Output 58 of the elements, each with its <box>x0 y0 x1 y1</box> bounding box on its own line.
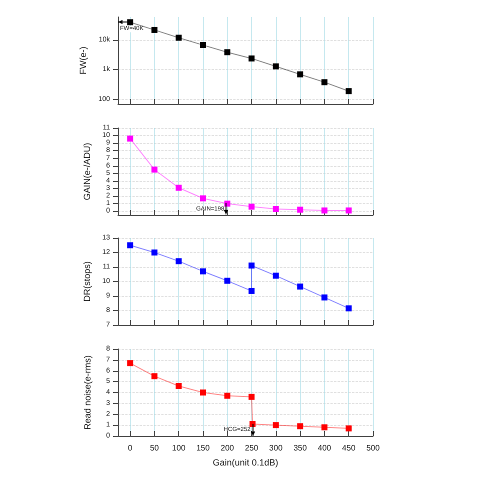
point <box>346 206 352 213</box>
x-tick-label: 150 <box>196 443 210 452</box>
x-tick-label: 300 <box>269 443 284 452</box>
point <box>176 382 182 388</box>
x-tick-label: 500 <box>366 443 380 452</box>
point <box>248 288 255 294</box>
x-tick-label: 50 <box>150 443 160 452</box>
point <box>272 272 279 279</box>
point <box>151 250 158 256</box>
point <box>151 26 158 33</box>
point <box>272 205 279 212</box>
y-axis-title: GAIN(e-/ADU) <box>82 142 92 200</box>
y-axis-title: DR(stops) <box>82 261 92 302</box>
y-axis-title: FW(e-) <box>78 46 88 74</box>
y-axis-title: Read noise(e-rms) <box>82 354 92 430</box>
point <box>224 200 230 206</box>
point <box>346 88 352 94</box>
point <box>321 294 328 300</box>
point <box>248 55 255 62</box>
x-axis-title: Gain(unit 0.1dB) <box>212 457 278 467</box>
point <box>176 34 182 41</box>
point <box>272 422 279 428</box>
point <box>297 206 304 212</box>
point <box>127 360 134 366</box>
point <box>272 63 279 70</box>
point <box>248 393 255 400</box>
point <box>127 19 134 26</box>
point <box>224 49 230 56</box>
point <box>200 389 206 395</box>
point <box>200 42 206 48</box>
point <box>176 184 182 190</box>
point <box>321 206 328 213</box>
x-tick-label: 0 <box>128 443 133 452</box>
x-tick-label: 400 <box>318 443 332 452</box>
point <box>346 305 352 312</box>
point <box>346 424 352 431</box>
point <box>248 203 255 210</box>
point <box>151 372 158 379</box>
point <box>224 278 230 284</box>
point <box>321 424 328 430</box>
point <box>297 71 304 78</box>
point <box>250 420 256 427</box>
point <box>248 262 255 269</box>
point <box>297 422 304 429</box>
point <box>297 284 304 290</box>
point <box>321 79 328 86</box>
x-tick-label: 350 <box>293 443 308 452</box>
point <box>127 242 134 248</box>
x-tick-label: 450 <box>342 443 356 452</box>
point <box>224 392 230 398</box>
point <box>200 194 206 201</box>
x-tick-label: 250 <box>244 443 259 452</box>
x-tick-label: 200 <box>220 443 235 452</box>
x-tick-label: 100 <box>172 443 186 452</box>
point <box>176 258 182 264</box>
point <box>127 135 134 142</box>
point <box>151 166 158 172</box>
point <box>200 268 206 274</box>
